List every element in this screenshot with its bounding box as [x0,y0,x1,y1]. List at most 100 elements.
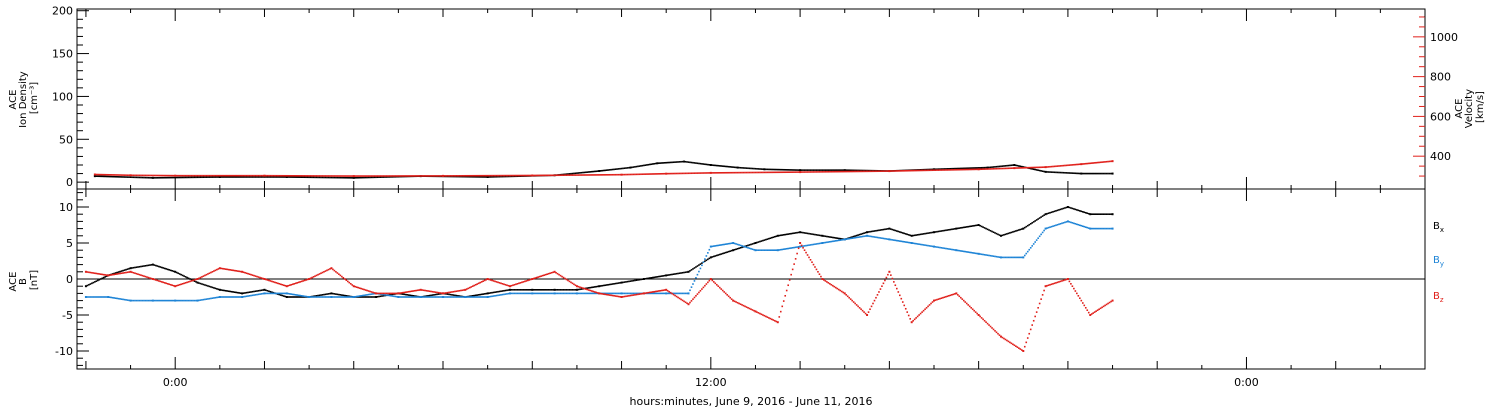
velocity-trace [959,168,962,171]
velocity-trace [573,174,575,176]
by-trace [259,293,261,295]
velocity-trace [448,175,450,177]
bx-trace [168,269,171,271]
by-trace [590,292,593,295]
velocity-trace [775,171,778,174]
bx-trace [1029,223,1032,225]
velocity-trace [416,175,419,177]
bz-trace [921,311,923,313]
density-trace [687,161,690,163]
by-trace [872,235,874,238]
density-trace [976,167,978,169]
velocity-trace [617,173,620,176]
by-trace [715,244,718,247]
velocity-trace [1067,164,1069,167]
density-trace [1058,171,1060,174]
bz-trace [985,321,987,323]
bx-trace [214,287,217,290]
bx-trace [793,232,795,234]
by-point [620,292,623,295]
velocity-trace [644,173,647,175]
bx-trace [897,230,900,233]
by-trace [390,295,392,297]
by-trace [1032,243,1035,245]
density-trace [864,169,867,172]
density-trace [394,175,397,178]
bx-trace [254,290,257,293]
by-trace [921,243,923,246]
density-trace [815,169,818,171]
velocity-trace [358,175,361,177]
bz-trace [997,332,999,335]
by-trace [540,292,543,295]
density-trace [793,169,795,171]
density-trace [1090,172,1093,175]
bz-trace [272,281,275,283]
bz-trace [349,283,352,285]
bz-trace [131,271,133,274]
bx-trace [1031,222,1034,224]
bx-trace [367,296,370,298]
velocity-trace [948,169,950,171]
by-trace [95,296,98,298]
by-trace [403,296,406,298]
density-trace [634,166,636,168]
velocity-trace [95,173,98,176]
by-trace [779,248,782,251]
velocity-trace [1020,167,1023,169]
density-trace [1098,172,1100,175]
by-trace [964,250,967,253]
bx-trace [1077,209,1080,212]
bx-trace [625,281,627,283]
density-trace [790,169,792,171]
bx-trace [778,234,781,237]
by-trace [1046,227,1048,229]
density-trace [111,175,114,178]
bz-trace [998,334,1001,336]
velocity-trace [832,170,834,173]
density-trace [224,176,227,178]
velocity-trace [521,174,523,177]
velocity-trace [183,174,185,177]
velocity-trace [431,175,434,177]
velocity-trace [698,172,700,174]
density-tick-label: 100 [52,90,73,103]
bx-point [575,288,578,291]
velocity-trace [366,175,368,177]
bz-trace [143,275,145,277]
bx-trace [504,289,507,292]
density-trace [277,176,279,178]
velocity-trace [954,168,956,171]
density-trace [635,165,638,168]
bz-point [352,285,355,288]
velocity-trace [741,171,743,174]
by-trace [1096,227,1099,230]
bx-trace [216,288,218,290]
by-trace [175,299,178,302]
bz-trace [1029,328,1032,331]
density-trace [190,176,193,179]
velocity-trace [528,174,531,177]
bz-trace [797,247,800,250]
velocity-trace [785,171,788,174]
bz-trace [579,286,581,288]
bz-trace [605,293,608,296]
bx-trace [1009,232,1011,234]
bx-trace [876,229,879,232]
by-trace [836,239,839,242]
by-trace [571,292,574,295]
by-point [553,292,556,295]
by-trace [1055,224,1057,227]
velocity-trace [1068,164,1071,166]
velocity-trace [361,175,364,177]
bz-trace [537,276,540,278]
bx-trace [971,225,974,227]
bz-trace [1056,281,1059,284]
velocity-trace [178,174,181,177]
by-trace [1068,221,1071,223]
by-trace [837,239,840,242]
velocity-trace [693,172,696,174]
by-point [999,256,1002,259]
by-trace [564,292,566,295]
